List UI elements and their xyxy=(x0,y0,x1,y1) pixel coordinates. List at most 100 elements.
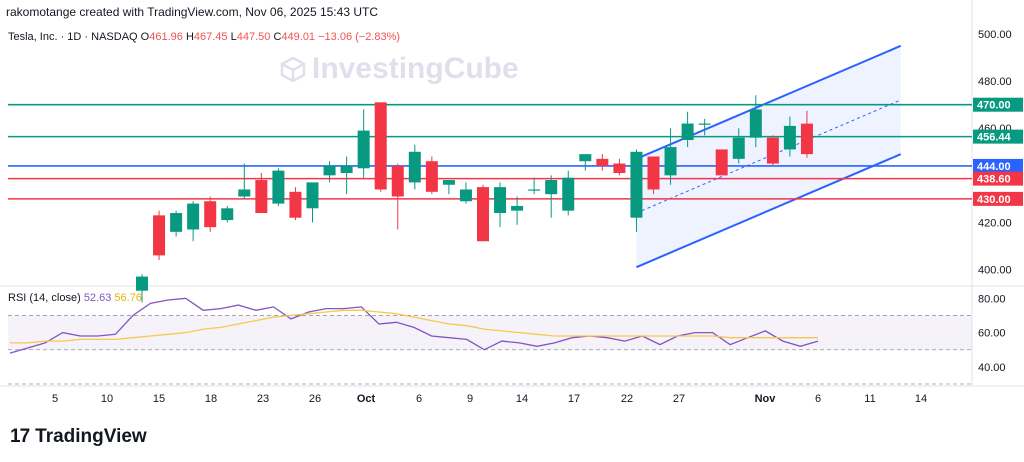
candle-body xyxy=(306,182,319,209)
candle-body xyxy=(408,151,421,183)
rsi-legend: RSI (14, close) 52.63 56.76 xyxy=(8,292,142,304)
rsi-ma-line xyxy=(10,309,818,344)
high-label: H xyxy=(185,31,194,43)
candle-body xyxy=(698,123,711,125)
candle-body xyxy=(136,276,148,291)
candle-body xyxy=(170,213,183,232)
candle-body xyxy=(425,161,438,192)
time-tick-label: 26 xyxy=(309,393,321,405)
close-value: 449.01 xyxy=(281,31,316,43)
watermark: InvestingCube xyxy=(280,52,519,86)
candle-body xyxy=(647,156,660,190)
candle-body xyxy=(681,123,694,141)
candle-body xyxy=(664,147,677,176)
watermark-text: InvestingCube xyxy=(312,52,519,85)
symbol-name: Tesla, Inc. · 1D · NASDAQ xyxy=(8,31,138,43)
candle-body xyxy=(528,189,541,191)
cube-icon xyxy=(280,56,306,82)
level-tag-label: 430.00 xyxy=(977,194,1011,206)
time-tick-label: 6 xyxy=(416,393,422,405)
time-tick-label: 9 xyxy=(467,393,473,405)
candle-body xyxy=(323,165,336,176)
candle-body xyxy=(255,180,268,214)
rsi-ma-legend-value: 56.76 xyxy=(114,292,142,304)
price-tick-label: 480.00 xyxy=(978,76,1012,88)
high-value: 467.45 xyxy=(193,31,228,43)
rsi-legend-value: 52.63 xyxy=(83,292,112,304)
level-tag-label: 444.00 xyxy=(977,161,1011,173)
candle-body xyxy=(766,137,779,164)
rsi-tick-label: 60.00 xyxy=(978,328,1006,340)
rsi-legend-label: RSI (14, close) xyxy=(8,292,81,304)
tradingview-logo-icon: 17 xyxy=(10,426,30,447)
level-tag-label: 470.00 xyxy=(977,100,1011,112)
level-tag-label: 438.60 xyxy=(977,174,1011,186)
open-label: O xyxy=(140,31,150,43)
rsi-line xyxy=(9,297,819,354)
tradingview-logo-text: TradingView xyxy=(35,426,147,447)
time-tick-label: 10 xyxy=(101,393,113,405)
candle-body xyxy=(221,208,234,221)
time-tick-label: 18 xyxy=(205,393,217,405)
candle-body xyxy=(391,165,404,197)
candle-body xyxy=(732,137,745,159)
candle-body xyxy=(783,125,796,150)
candle-body xyxy=(477,187,489,242)
candle-body xyxy=(545,180,558,195)
level-tag xyxy=(973,158,1023,173)
time-tick-label: 22 xyxy=(621,393,633,405)
time-tick-label: 14 xyxy=(915,393,927,405)
open-value: 461.96 xyxy=(149,31,183,43)
low-label: L xyxy=(230,31,237,43)
time-tick-label: 5 xyxy=(52,393,58,405)
level-tag xyxy=(973,97,1023,112)
candle-body xyxy=(238,189,251,197)
time-tick-label: 6 xyxy=(815,393,821,405)
candle-body xyxy=(153,215,166,256)
level-tag-label: 456.44 xyxy=(977,132,1012,144)
time-tick-label: 11 xyxy=(864,393,875,405)
time-tick-label: 14 xyxy=(516,393,528,405)
candle-body xyxy=(715,149,728,176)
time-tick-label: 23 xyxy=(257,393,269,405)
rsi-tick-label: 40.00 xyxy=(978,362,1006,374)
low-value: 447.50 xyxy=(236,31,271,43)
rsi-tick-label: 80.00 xyxy=(978,293,1006,305)
candle-body xyxy=(494,187,507,214)
symbol-legend: Tesla, Inc. · 1D · NASDAQ O461.96 H467.4… xyxy=(8,31,400,43)
candle-body xyxy=(749,109,762,138)
channel-lower-line xyxy=(636,153,902,269)
candle-body xyxy=(442,180,455,185)
time-tick-label: 15 xyxy=(153,393,165,405)
candle-body xyxy=(562,177,575,211)
candle-body xyxy=(272,170,285,204)
candle-body xyxy=(289,191,302,218)
candle-body xyxy=(613,163,626,173)
candle-body xyxy=(511,205,524,211)
level-tag xyxy=(973,171,1023,186)
time-tick-label: 27 xyxy=(673,393,685,405)
author-line: rakomotange created with TradingView.com… xyxy=(6,5,378,19)
rsi-band xyxy=(8,315,972,350)
candle-body xyxy=(357,130,370,169)
level-tag xyxy=(973,191,1023,206)
price-tick-label: 500.00 xyxy=(978,29,1012,41)
price-tick-label: 420.00 xyxy=(978,217,1012,229)
channel-upper-line xyxy=(636,44,902,160)
candle-body xyxy=(630,151,643,218)
change-value: −13.06 (−2.83%) xyxy=(318,31,401,43)
candle-body xyxy=(187,203,200,230)
candle-body xyxy=(340,165,353,173)
candle-body xyxy=(374,102,387,190)
candle-body xyxy=(579,154,592,162)
price-tick-label: 400.00 xyxy=(978,265,1012,277)
level-tag xyxy=(973,129,1023,144)
time-tick-label: 17 xyxy=(568,393,580,405)
candle-body xyxy=(596,158,609,166)
time-tick-label: Oct xyxy=(357,393,376,405)
candle-body xyxy=(800,123,813,155)
tradingview-logo[interactable]: 17 TradingView xyxy=(10,426,147,447)
candle-body xyxy=(204,201,217,228)
time-tick-label: Nov xyxy=(755,393,777,405)
